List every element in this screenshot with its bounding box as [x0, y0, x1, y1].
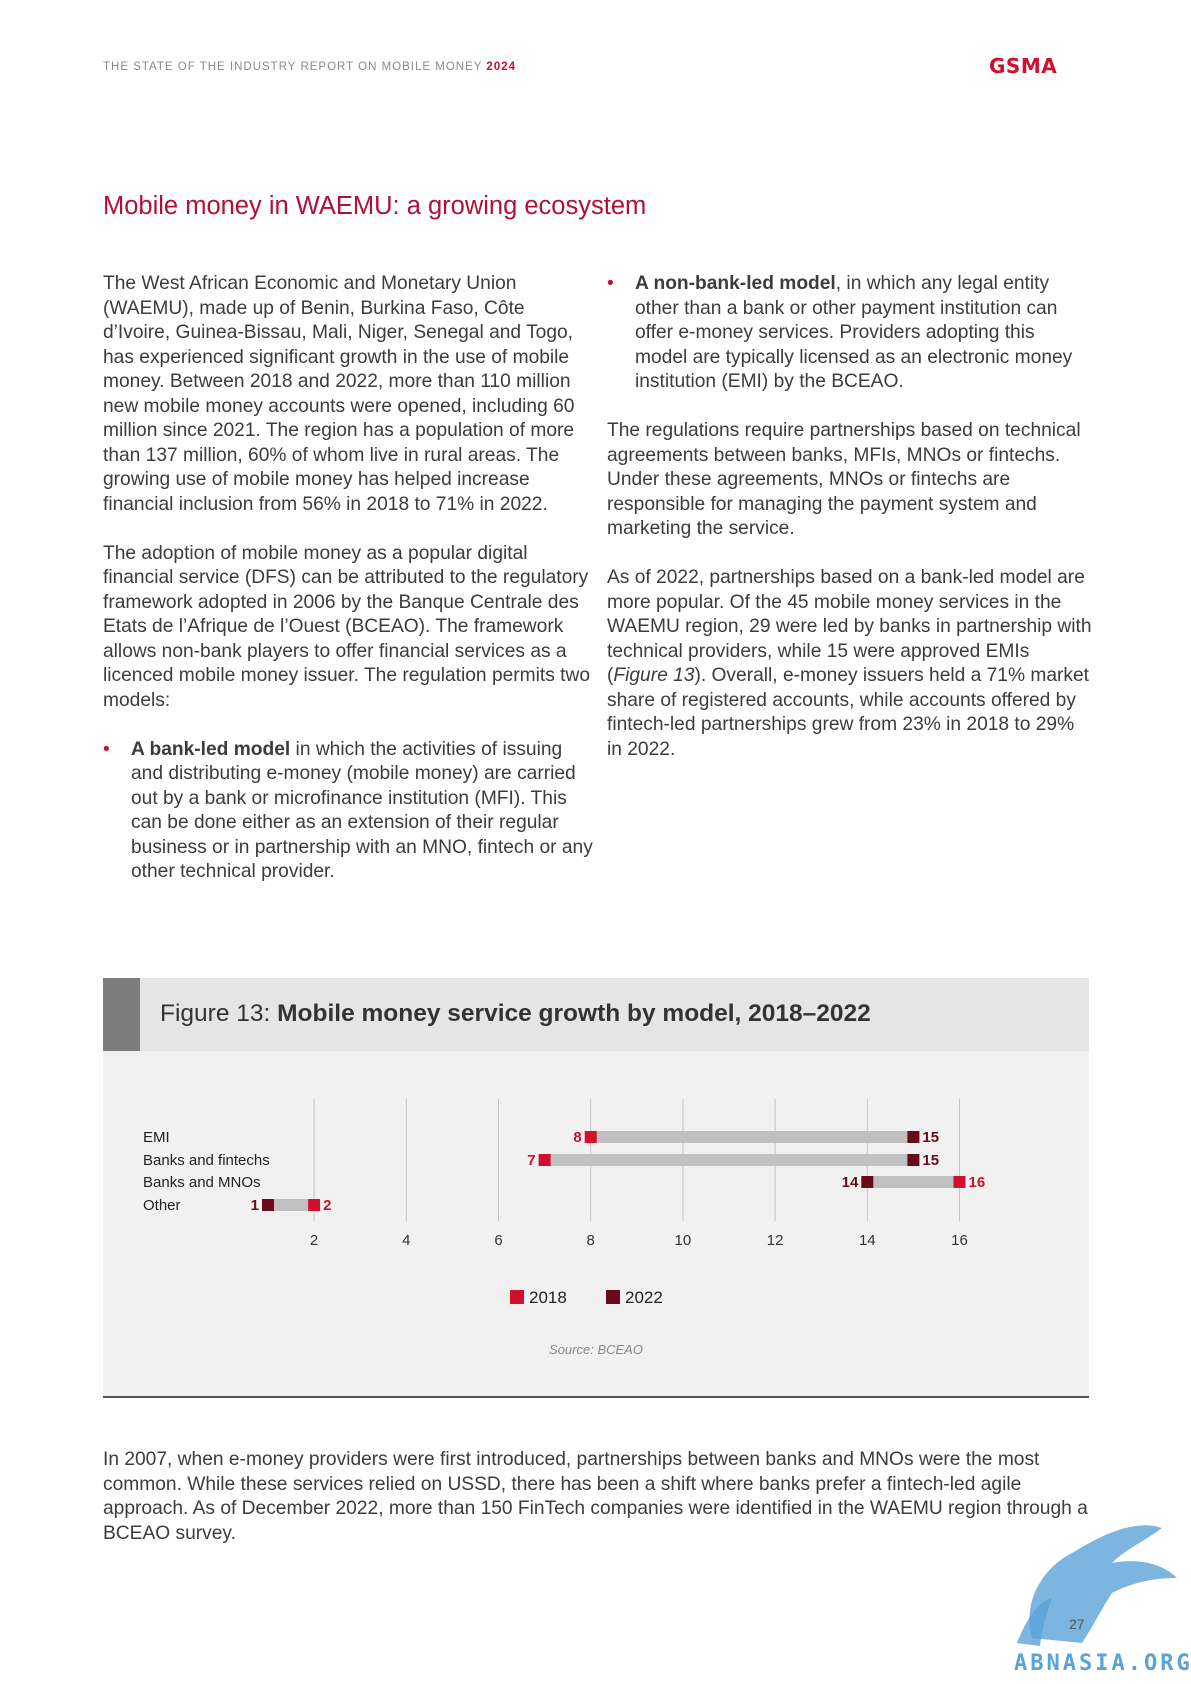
- figure-reference-link[interactable]: Figure 13: [613, 665, 695, 686]
- gsma-logo: GSMA: [989, 54, 1058, 78]
- left-column: The West African Economic and Monetary U…: [103, 272, 593, 909]
- figure-header-accent-bar: [103, 978, 140, 1051]
- report-title: THE STATE OF THE INDUSTRY REPORT ON MOBI…: [103, 61, 483, 73]
- data-label-left: 8: [573, 1129, 581, 1146]
- x-tick-label: 6: [494, 1232, 502, 1249]
- connector-bar: [268, 1199, 315, 1211]
- x-tick-label: 12: [767, 1232, 784, 1249]
- paragraph-waemu-intro: The West African Economic and Monetary U…: [103, 273, 575, 515]
- data-label-right: 15: [922, 1152, 939, 1169]
- data-label-left: 1: [251, 1197, 259, 1214]
- paragraph-fintech-shift: In 2007, when e-money providers were fir…: [103, 1449, 1088, 1544]
- bullet-bank-led: • A bank-led model in which the activiti…: [103, 738, 593, 885]
- marker-2022: [907, 1154, 920, 1166]
- bullet-non-bank-led-text: , in which any legal entity other than a…: [635, 273, 1073, 392]
- paragraph-bank-led-popularity: As of 2022, partnerships based on a bank…: [607, 566, 1092, 762]
- bullet-dot: •: [607, 273, 614, 294]
- legend-label-2022: 2022: [625, 1288, 663, 1307]
- figure-13: Figure 13: Mobile money service growth b…: [103, 978, 1089, 1398]
- category-label: EMI: [143, 1129, 170, 1146]
- x-tick-label: 2: [310, 1232, 318, 1249]
- watermark-dragon-icon: [1017, 1525, 1177, 1646]
- right-column: • A non-bank-led model, in which any leg…: [607, 272, 1092, 787]
- paragraph-partnership-regulations: The regulations require partnerships bas…: [607, 420, 1081, 539]
- paragraph-regulatory-framework: The adoption of mobile money as a popula…: [103, 542, 591, 711]
- x-tick-label: 4: [402, 1232, 410, 1249]
- legend-swatch-2018: [510, 1290, 524, 1304]
- bullet-bank-led-text: in which the activities of issuing and d…: [131, 738, 593, 883]
- connector-bar: [590, 1131, 914, 1143]
- marker-2018: [538, 1154, 551, 1166]
- figure-title-text: Mobile money service growth by model, 20…: [277, 1000, 871, 1027]
- marker-2022: [907, 1131, 920, 1143]
- legend-swatch-2022: [606, 1290, 620, 1304]
- x-tick-label: 8: [587, 1232, 595, 1249]
- data-label-left: 7: [527, 1152, 535, 1169]
- data-label-left: 14: [842, 1174, 859, 1191]
- connector-bar: [544, 1154, 914, 1166]
- data-label-right: 16: [969, 1174, 986, 1191]
- marker-2018: [308, 1199, 321, 1211]
- connector-bar: [867, 1176, 960, 1188]
- bullet-bank-led-heading: A bank-led model: [131, 738, 291, 760]
- data-label-right: 15: [922, 1129, 939, 1146]
- figure-source: Source: BCEAO: [549, 1342, 643, 1357]
- marker-2018: [953, 1176, 966, 1188]
- bullet-non-bank-led-heading: A non-bank-led model: [635, 273, 836, 294]
- category-label: Banks and MNOs: [143, 1174, 261, 1191]
- report-running-header: THE STATE OF THE INDUSTRY REPORT ON MOBI…: [103, 61, 516, 73]
- marker-2022: [262, 1199, 274, 1211]
- x-tick-label: 16: [951, 1232, 968, 1249]
- figure-label: Figure 13:: [160, 1000, 278, 1027]
- data-label-right: 2: [323, 1197, 331, 1214]
- figure-header: Figure 13: Mobile money service growth b…: [103, 978, 1089, 1051]
- category-label: Other: [143, 1197, 181, 1214]
- legend-label-2018: 2018: [529, 1288, 567, 1307]
- category-label: Banks and fintechs: [143, 1152, 270, 1169]
- p4-text-end: ). Overall, e-money issuers held a 71% m…: [607, 665, 1090, 760]
- bullet-non-bank-led: • A non-bank-led model, in which any leg…: [607, 272, 1092, 395]
- report-year: 2024: [486, 61, 517, 73]
- marker-2018: [584, 1131, 597, 1143]
- section-title: Mobile money in WAEMU: a growing ecosyst…: [103, 192, 647, 220]
- x-tick-label: 10: [675, 1232, 692, 1249]
- p4-text-start: As of 2022, partnerships based on a bank…: [607, 567, 1092, 686]
- page-number: 27: [1069, 1616, 1085, 1632]
- watermark-text: ABNASIA.ORG: [1014, 1651, 1191, 1676]
- marker-2022: [861, 1176, 874, 1188]
- bullet-dot: •: [103, 738, 110, 760]
- x-tick-label: 14: [859, 1232, 876, 1249]
- figure-title: Figure 13: Mobile money service growth b…: [160, 1000, 871, 1028]
